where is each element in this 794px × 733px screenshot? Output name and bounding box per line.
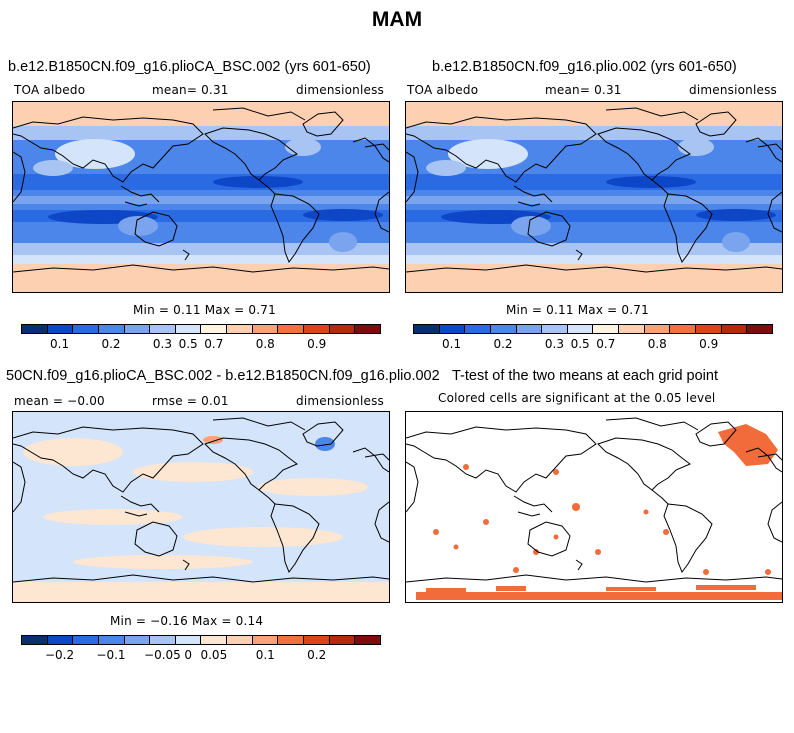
colorbar-segment (644, 325, 671, 333)
panel2-mean-label: mean= 0.31 (545, 83, 622, 97)
panel1-units-label: dimensionless (296, 83, 384, 97)
colorbar-segment (490, 325, 517, 333)
panel1-minmax-label: Min = 0.11 Max = 0.71 (133, 303, 276, 317)
colorbar-segment (355, 325, 380, 333)
colorbar-tick-label: 0.7 (204, 337, 224, 351)
panel4-subtitle: Colored cells are significant at the 0.0… (438, 391, 716, 405)
colorbar-segment (439, 325, 466, 333)
colorbar-segment (329, 636, 356, 644)
colorbar-segment (516, 325, 543, 333)
panel1-mean-label: mean= 0.31 (152, 83, 229, 97)
panel2-variable-label: TOA albedo (407, 83, 479, 97)
colorbar-tick-label: 0.5 (178, 337, 198, 351)
colorbar-tick-label: −0.1 (96, 648, 126, 662)
colorbar-tick-label: 0.2 (307, 648, 327, 662)
colorbar-segment (73, 325, 99, 333)
colorbar-segment (201, 636, 228, 644)
panel1-map (12, 101, 390, 293)
colorbar-tick-label: 0.8 (255, 337, 275, 351)
panel4-title: T-test of the two means at each grid poi… (452, 368, 718, 384)
colorbar-segment (278, 325, 305, 333)
panel1-colorbar (21, 324, 381, 334)
panel2-minmax-label: Min = 0.11 Max = 0.71 (506, 303, 649, 317)
colorbar-tick-label: 0.8 (647, 337, 667, 351)
colorbar-tick-label: 0.7 (596, 337, 616, 351)
colorbar-tick-label: 0.1 (255, 648, 275, 662)
panel3-map (12, 411, 390, 603)
panel1-variable-label: TOA albedo (14, 83, 86, 97)
colorbar-segment (414, 325, 440, 333)
colorbar-segment (124, 636, 151, 644)
colorbar-segment (465, 325, 491, 333)
colorbar-segment (329, 325, 356, 333)
panel3-title: 50CN.f09_g16.plioCA_BSC.002 - b.e12.B185… (6, 368, 440, 384)
colorbar-segment (73, 636, 99, 644)
colorbar-segment (355, 636, 380, 644)
colorbar-segment (747, 325, 772, 333)
panel1-title: b.e12.B1850CN.f09_g16.plioCA_BSC.002 (yr… (8, 59, 371, 75)
panel3-mean-label: mean = −0.00 (14, 394, 105, 408)
colorbar-segment (619, 325, 645, 333)
colorbar-segment (542, 325, 568, 333)
colorbar-segment (47, 325, 74, 333)
colorbar-tick-label: 0.5 (570, 337, 590, 351)
colorbar-segment (278, 636, 305, 644)
figure-title: MAM (371, 8, 423, 31)
colorbar-tick-label: 0 (184, 648, 192, 662)
colorbar-tick-label: 0.2 (101, 337, 121, 351)
colorbar-tick-label: 0.9 (699, 337, 719, 351)
colorbar-segment (304, 636, 330, 644)
colorbar-segment (124, 325, 151, 333)
panel3-minmax-label: Min = −0.16 Max = 0.14 (110, 614, 264, 628)
colorbar-tick-label: 0.2 (493, 337, 513, 351)
panel2-map (405, 101, 783, 293)
panel3-rmse-label: rmse = 0.01 (152, 394, 229, 408)
colorbar-segment (47, 636, 74, 644)
colorbar-segment (696, 325, 722, 333)
colorbar-tick-label: −0.2 (44, 648, 75, 662)
colorbar-segment (227, 636, 253, 644)
colorbar-segment (567, 325, 594, 333)
colorbar-segment (98, 636, 125, 644)
colorbar-segment (150, 636, 176, 644)
colorbar-segment (98, 325, 125, 333)
colorbar-tick-label: 0.1 (50, 337, 70, 351)
colorbar-tick-label: 0.9 (307, 337, 327, 351)
colorbar-segment (593, 325, 620, 333)
panel3-colorbar (21, 635, 381, 645)
colorbar-segment (304, 325, 330, 333)
colorbar-segment (201, 325, 228, 333)
colorbar-segment (252, 325, 279, 333)
colorbar-segment (227, 325, 253, 333)
colorbar-segment (175, 636, 202, 644)
colorbar-segment (22, 636, 48, 644)
colorbar-tick-label: −0.05 (144, 648, 181, 662)
colorbar-segment (22, 325, 48, 333)
colorbar-segment (150, 325, 176, 333)
panel2-units-label: dimensionless (689, 83, 777, 97)
colorbar-tick-label: 0.3 (152, 337, 172, 351)
panel4-map (405, 411, 783, 603)
colorbar-tick-label: 0.05 (200, 648, 228, 662)
colorbar-tick-label: 0.3 (544, 337, 564, 351)
panel2-colorbar (413, 324, 773, 334)
panel3-units-label: dimensionless (296, 394, 384, 408)
colorbar-segment (175, 325, 202, 333)
colorbar-segment (252, 636, 279, 644)
colorbar-segment (670, 325, 697, 333)
colorbar-tick-label: 0.1 (442, 337, 462, 351)
colorbar-segment (721, 325, 748, 333)
panel2-title: b.e12.B1850CN.f09_g16.plio.002 (yrs 601-… (432, 59, 737, 75)
